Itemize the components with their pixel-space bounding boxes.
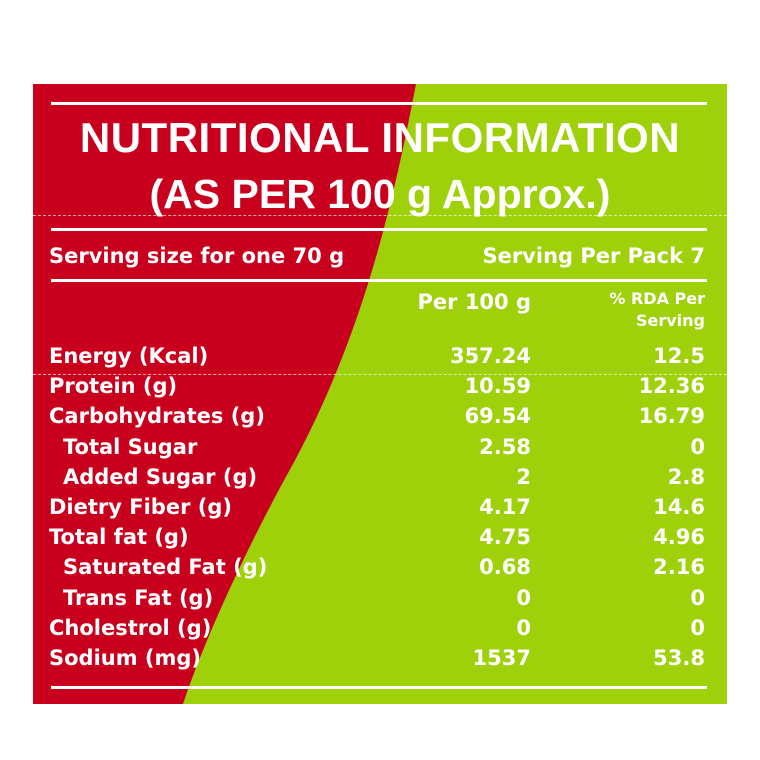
rda-value: 12.5 [653, 344, 705, 368]
nutrient-label: Sodium (mg) [49, 646, 202, 670]
per-100g-value: 4.75 [479, 525, 531, 549]
column-header-per-100g: Per 100 g [417, 290, 531, 314]
rda-value: 53.8 [653, 646, 705, 670]
rda-value: 0 [690, 586, 705, 610]
nutrition-panel: NUTRITIONAL INFORMATION (AS PER 100 g Ap… [33, 84, 727, 704]
nutrient-label: Trans Fat (g) [63, 586, 214, 610]
nutrient-label: Total Sugar [63, 435, 198, 459]
bottom-rule [51, 686, 707, 689]
per-100g-value: 2.58 [479, 435, 531, 459]
serving-size: Serving size for one 70 g [49, 244, 345, 268]
rda-value: 2.8 [667, 465, 705, 489]
title-line-2: (AS PER 100 g Approx.) [149, 171, 611, 217]
rda-value: 0 [690, 616, 705, 640]
nutrient-label: Energy (Kcal) [49, 344, 209, 368]
red-background [33, 84, 416, 704]
rda-value: 0 [690, 435, 705, 459]
column-header-rda: % RDA Per Serving [609, 289, 705, 330]
servings-per-pack: Serving Per Pack 7 [482, 244, 705, 268]
per-100g-value: 0.68 [479, 555, 531, 579]
per-100g-value: 1537 [472, 646, 531, 670]
dashed-divider [33, 215, 727, 216]
per-100g-value: 2 [516, 465, 531, 489]
nutrient-label: Carbohydrates (g) [49, 404, 265, 428]
nutrient-label: Protein (g) [49, 374, 178, 398]
title-line-1: NUTRITIONAL INFORMATION [79, 114, 681, 161]
nutrient-label: Saturated Fat (g) [63, 555, 268, 579]
per-100g-value: 4.17 [479, 495, 531, 519]
nutrient-label: Cholestrol (g) [49, 616, 212, 640]
dashed-divider-energy [33, 374, 727, 375]
top-rule [51, 102, 707, 105]
rule-above-header [51, 279, 707, 282]
per-100g-value: 357.24 [449, 344, 531, 368]
rda-value: 4.96 [653, 525, 705, 549]
nutrient-label: Total fat (g) [49, 525, 189, 549]
rule-above-serving [51, 228, 707, 231]
rda-value: 2.16 [653, 555, 705, 579]
per-100g-value: 0 [516, 616, 531, 640]
rda-value: 16.79 [638, 404, 705, 428]
rda-value: 14.6 [653, 495, 705, 519]
per-100g-value: 69.54 [464, 404, 531, 428]
nutrient-label: Dietry Fiber (g) [49, 495, 232, 519]
two-tone-background [33, 84, 727, 704]
per-100g-value: 0 [516, 586, 531, 610]
rda-value: 12.36 [638, 374, 705, 398]
nutrient-label: Added Sugar (g) [63, 465, 258, 489]
per-100g-value: 10.59 [464, 374, 531, 398]
